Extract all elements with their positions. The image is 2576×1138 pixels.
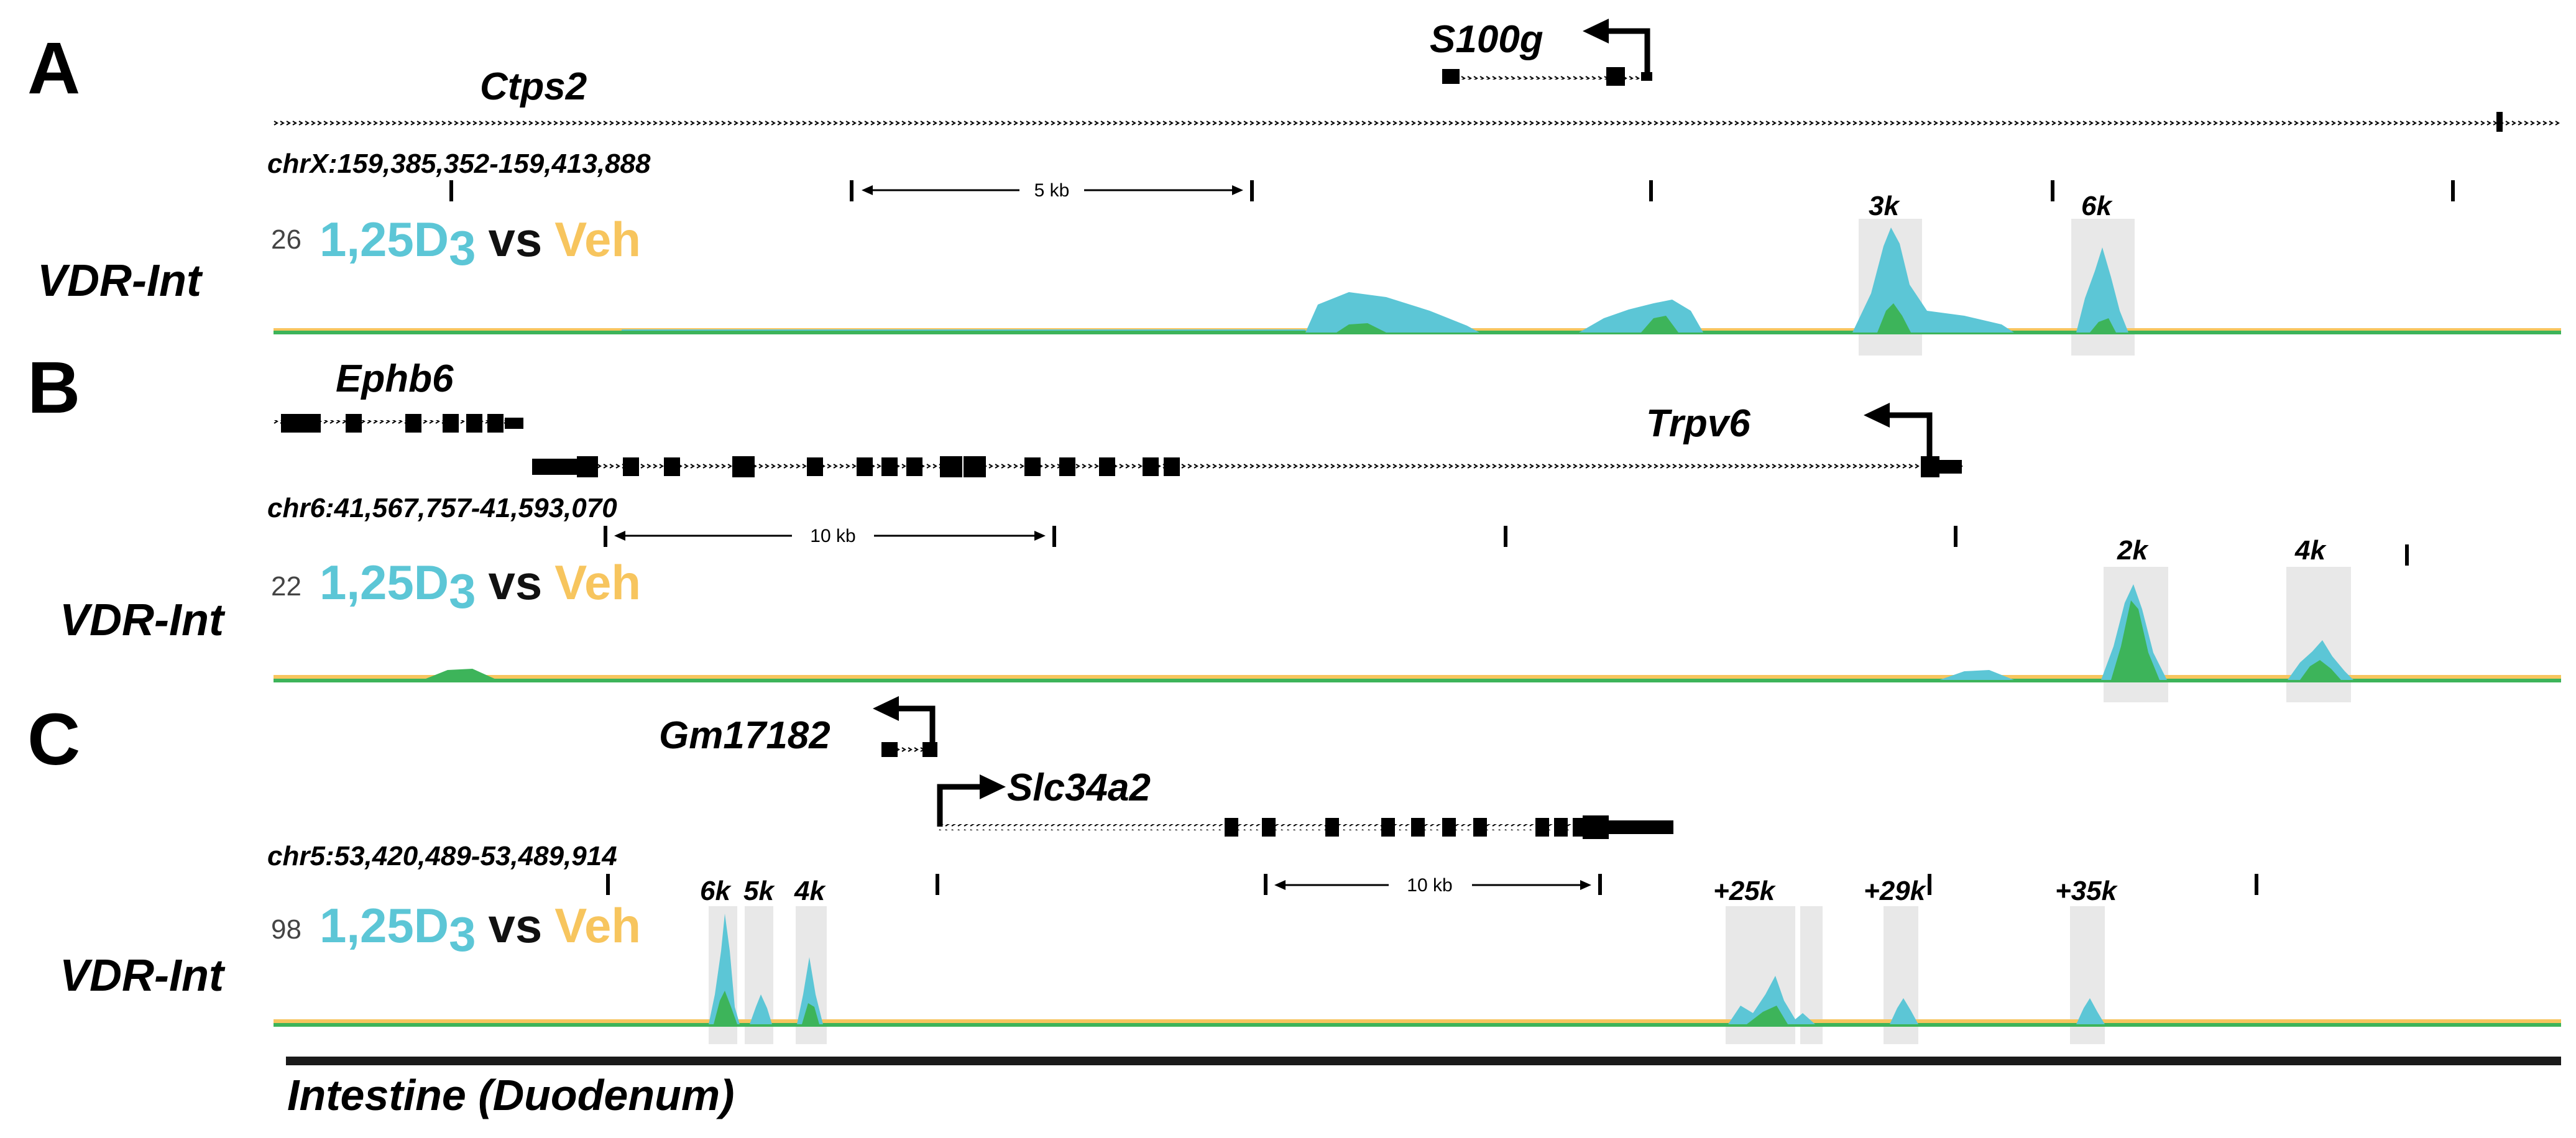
tss-arrow-icon [1886, 412, 1933, 456]
gene-label-ctps2: Ctps2 [480, 65, 587, 108]
tissue-label: Intestine (Duodenum) [287, 1071, 734, 1119]
peak-label: 4k [2294, 535, 2327, 566]
condition-legend-a: 1,25D3 vs Veh [320, 212, 641, 275]
gene-label-trpv6: Trpv6 [1646, 402, 1750, 445]
panel-c: C Gm17182 Slc34a2 chr5:53 [27, 696, 2561, 1044]
scale-bar-c: 10 kb [1274, 875, 1591, 896]
condition-legend-b: 1,25D3 vs Veh [320, 555, 641, 618]
tss-arrow-icon [1604, 28, 1650, 72]
scale-bar-b: 10 kb [614, 526, 1046, 546]
peak-label: 3k [1869, 191, 1900, 221]
coordinates-b: chr6:41,567,757-41,593,070 [267, 493, 617, 523]
ruler-ticks-a [449, 180, 2455, 201]
gene-model-ctps2 [274, 112, 2561, 132]
gene-label-ephb6: Ephb6 [336, 357, 454, 400]
tss-arrow-icon [895, 705, 936, 742]
scale-bar-a: 5 kb [862, 180, 1243, 201]
panel-label-c: C [27, 699, 80, 781]
signal-track-c [274, 914, 2561, 1027]
gene-model-ephb6 [274, 414, 523, 433]
gene-model-gm17182 [873, 696, 937, 757]
gene-label-s100g: S100g [1430, 18, 1543, 61]
gene-label-slc34a2: Slc34a2 [1007, 766, 1151, 809]
peak-label: +25k [1713, 876, 1777, 906]
coordinates-a: chrX:159,385,352-159,413,888 [267, 149, 651, 179]
track-scale-c: 98 [271, 914, 301, 945]
panel-label-b: B [27, 347, 80, 429]
signal-track-a [274, 227, 2561, 334]
peak-label: 6k [700, 876, 732, 906]
gene-model-trpv6 [532, 403, 1963, 477]
svg-text:10 kb: 10 kb [810, 526, 855, 546]
tss-arrow-icon [937, 784, 983, 827]
ruler-ticks-b [604, 526, 2409, 566]
condition-legend-c: 1,25D3 vs Veh [320, 898, 641, 961]
peak-label: 4k [794, 876, 826, 906]
panel-a: A S100g Ctps2 chrX:159,385,352-159,413,8… [27, 18, 2561, 356]
track-scale-b: 22 [271, 571, 301, 602]
tissue-bar [286, 1057, 2561, 1065]
peak-label: 2k [2117, 535, 2149, 566]
svg-text:10 kb: 10 kb [1407, 875, 1452, 896]
gene-label-gm17182: Gm17182 [659, 714, 830, 757]
ruler-ticks-c [606, 874, 2258, 895]
signal-track-b [274, 584, 2561, 682]
panel-label-a: A [27, 27, 80, 109]
peak-label: +35k [2055, 876, 2118, 906]
peak-label: 6k [2081, 191, 2113, 221]
coordinates-c: chr5:53,420,489-53,489,914 [267, 841, 617, 871]
gene-model-s100g [1442, 19, 1652, 86]
track-label-b: VDR-Int [60, 595, 226, 645]
gene-model-slc34a2 [937, 774, 1673, 839]
track-label-a: VDR-Int [37, 256, 203, 306]
track-label-c: VDR-Int [60, 951, 226, 1001]
peak-label: 5k [743, 876, 775, 906]
peak-label: +29k [1864, 876, 1927, 906]
svg-text:5 kb: 5 kb [1034, 180, 1070, 201]
track-scale-a: 26 [271, 224, 301, 255]
panel-b: B Ephb6 Trpv6 [27, 347, 2561, 702]
